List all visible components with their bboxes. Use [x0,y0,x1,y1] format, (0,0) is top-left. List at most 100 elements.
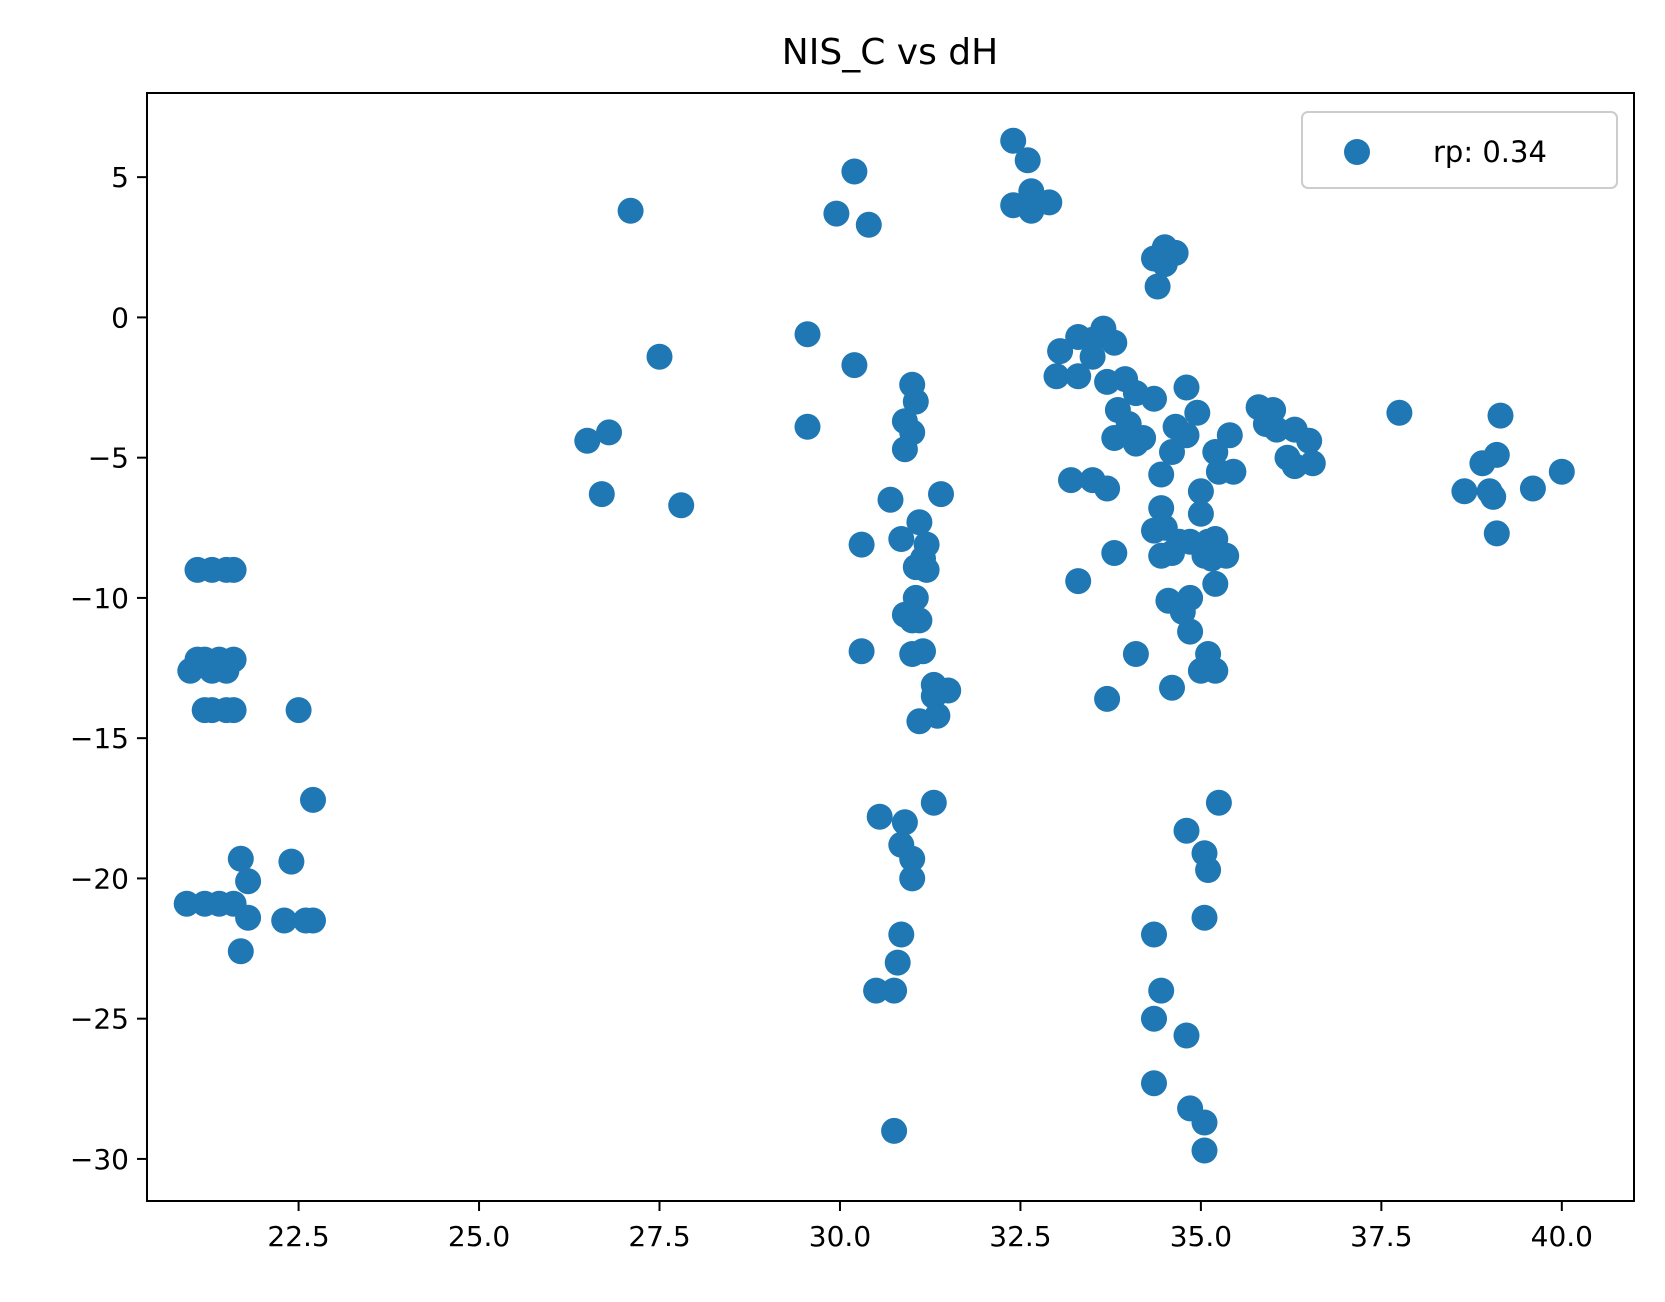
data-point [884,949,911,976]
y-tick-label: −5 [88,442,129,475]
data-point [1487,402,1514,429]
data-point [1480,483,1507,510]
data-point [920,789,947,816]
data-point [1213,542,1240,569]
data-point [848,638,875,665]
data-point [841,352,868,379]
data-point [300,907,326,934]
data-point [1036,189,1063,216]
data-point [574,427,601,454]
data-point [910,638,936,665]
data-point [1173,374,1200,401]
data-point [1047,338,1074,365]
data-point [646,343,673,370]
data-point [1191,1137,1218,1164]
data-point [1173,1022,1200,1049]
data-point [668,492,695,519]
chart-title: NIS_C vs dH [782,32,998,73]
data-point [1184,399,1211,426]
x-tick-label: 35.0 [1170,1220,1232,1253]
data-point [285,697,312,724]
data-point [902,388,929,415]
y-tick-label: −25 [70,1003,129,1036]
data-point [848,531,875,558]
data-point [888,526,915,552]
data-points [173,127,1575,1164]
y-tick-label: −30 [70,1143,129,1176]
data-point [1296,427,1323,454]
data-point [1065,568,1092,595]
data-point [1159,439,1185,465]
y-tick-label: −20 [70,862,129,895]
data-point [866,803,893,830]
data-point [1058,467,1084,494]
data-point [1122,641,1149,667]
data-point [1094,685,1121,712]
legend-box [1301,111,1618,189]
data-point [1519,475,1546,502]
data-point [1094,475,1121,502]
data-point [1299,450,1326,477]
data-point [220,697,247,724]
data-point [227,845,254,872]
data-point [1148,461,1175,488]
data-point [1202,570,1229,597]
data-point [1141,385,1167,412]
data-point [588,481,615,508]
data-point [1043,363,1070,390]
data-point [1173,817,1200,844]
data-point [1173,422,1200,449]
y-tick-label: 5 [111,161,129,194]
y-tick-label: −10 [70,582,129,615]
data-point [794,413,821,440]
legend-marker [1344,139,1370,165]
data-point [1148,495,1175,522]
data-point [220,556,247,583]
x-tick-label: 30.0 [809,1220,871,1253]
data-point [1144,273,1171,300]
data-point [1187,500,1214,527]
data-point [227,938,254,965]
data-point [1202,657,1229,684]
data-point [1263,416,1290,443]
data-point [1548,458,1575,485]
data-point [1169,598,1196,625]
data-point [278,848,305,875]
data-point [1101,425,1128,451]
data-point [794,321,821,348]
data-point [1000,127,1027,154]
data-point [1187,478,1214,505]
x-tick-label: 32.5 [989,1220,1051,1253]
data-point [1141,1005,1167,1032]
data-point [1483,520,1510,547]
data-point [1483,441,1510,468]
data-point [1386,399,1413,426]
data-point [271,907,298,934]
data-point [888,921,915,948]
x-tick-label: 25.0 [448,1220,510,1253]
data-point [881,977,908,1004]
y-tick-label: −15 [70,722,129,755]
legend-entry-label: rp: 0.34 [1433,135,1547,169]
legend: rp: 0.34 [1301,111,1618,189]
data-point [300,786,326,813]
data-point [1202,439,1229,465]
data-point [913,556,940,583]
data-point [935,677,962,704]
data-point [1191,904,1218,931]
data-point [891,436,918,463]
y-axis: 5 0 −5 −10 −15 −20 −25 −30 [70,161,147,1176]
data-point [1151,251,1178,278]
data-point [906,708,933,735]
data-point [1141,921,1167,948]
data-point [1195,857,1222,883]
data-point [863,977,890,1004]
data-point [899,865,926,892]
data-point [617,197,644,224]
data-point [1141,1070,1167,1097]
data-point [841,158,868,185]
data-point [220,890,247,917]
data-point [1451,478,1478,505]
